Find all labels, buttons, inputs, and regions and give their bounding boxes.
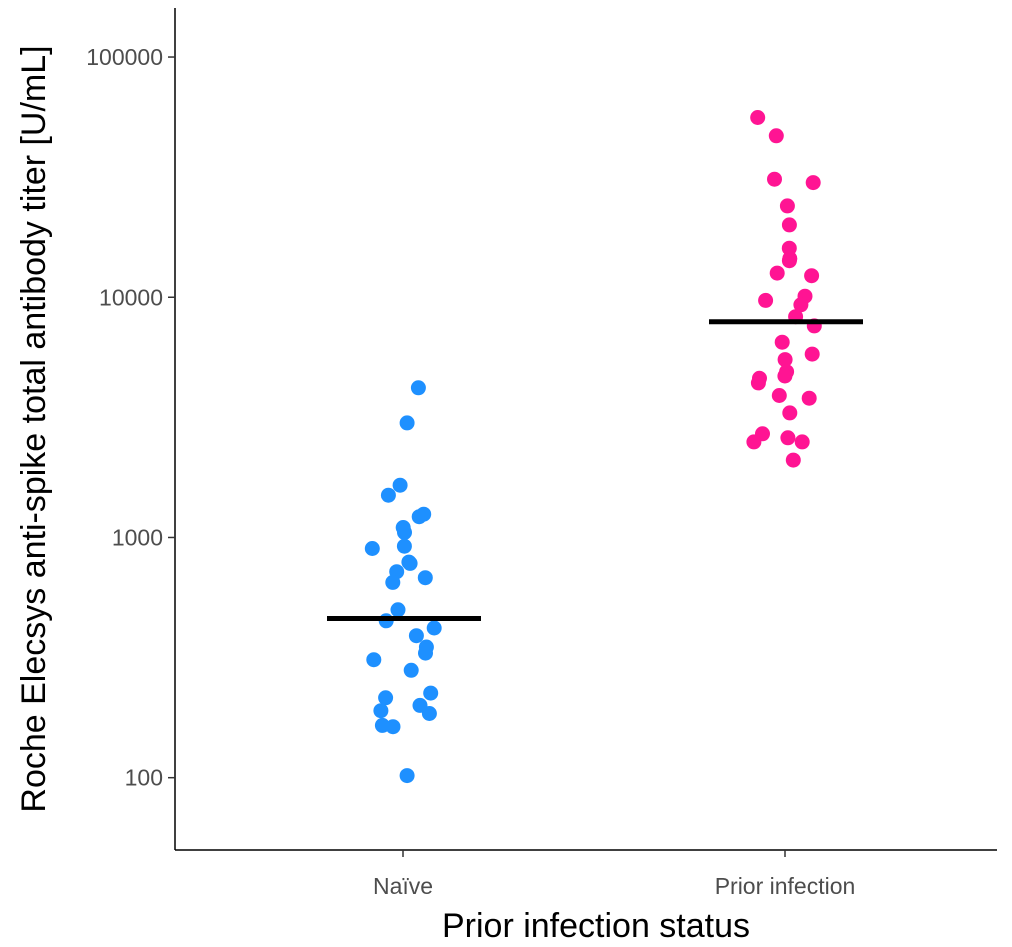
data-point xyxy=(364,541,380,556)
data-point xyxy=(769,265,785,281)
data-point xyxy=(780,430,796,446)
data-point xyxy=(758,292,774,308)
data-point xyxy=(410,380,426,396)
data-point xyxy=(392,477,408,493)
data-point xyxy=(782,405,798,421)
data-point xyxy=(805,175,821,191)
data-point xyxy=(373,703,389,719)
data-point xyxy=(378,690,394,706)
data-points xyxy=(364,110,822,784)
median-lines xyxy=(327,319,863,621)
data-point xyxy=(804,268,820,284)
data-point xyxy=(781,217,797,233)
data-point xyxy=(385,719,401,735)
data-point xyxy=(385,574,401,590)
data-point xyxy=(785,452,801,468)
y-tick-label: 100000 xyxy=(86,44,163,70)
data-point xyxy=(777,368,793,384)
data-point xyxy=(411,509,427,525)
data-point xyxy=(399,768,415,784)
data-point xyxy=(779,198,795,214)
data-point xyxy=(380,487,396,503)
x-tick-label: Prior infection xyxy=(715,873,856,899)
data-point xyxy=(767,171,782,187)
data-point xyxy=(417,570,433,586)
data-point xyxy=(777,352,793,368)
data-point xyxy=(804,346,820,362)
data-point xyxy=(397,524,412,540)
data-point xyxy=(390,602,406,618)
data-point xyxy=(793,297,809,313)
data-point xyxy=(426,620,442,636)
data-point xyxy=(781,253,797,269)
data-point xyxy=(366,652,382,668)
axes: 100 1000 10000 100000 Naïve Prior infection xyxy=(86,8,997,899)
data-point xyxy=(750,375,766,391)
data-point xyxy=(421,706,437,721)
y-tick-label: 10000 xyxy=(99,284,163,310)
data-point xyxy=(801,390,817,406)
y-tick-label: 1000 xyxy=(112,524,163,550)
data-point xyxy=(746,434,762,450)
data-point xyxy=(423,685,439,701)
x-axis-title: Prior infection status xyxy=(442,907,750,945)
data-point xyxy=(396,538,412,554)
data-point xyxy=(402,555,418,571)
y-axis-title: Roche Elecsys anti-spike total antibody … xyxy=(15,45,53,812)
data-point xyxy=(768,128,784,144)
data-point xyxy=(794,434,810,450)
x-tick-label: Naïve xyxy=(373,873,433,899)
data-point xyxy=(403,662,419,678)
data-point xyxy=(399,415,415,431)
data-point xyxy=(408,628,424,644)
data-point xyxy=(418,645,433,661)
data-point xyxy=(771,388,787,403)
data-point xyxy=(774,334,790,350)
y-tick-label: 100 xyxy=(125,765,163,791)
data-point xyxy=(750,110,766,125)
